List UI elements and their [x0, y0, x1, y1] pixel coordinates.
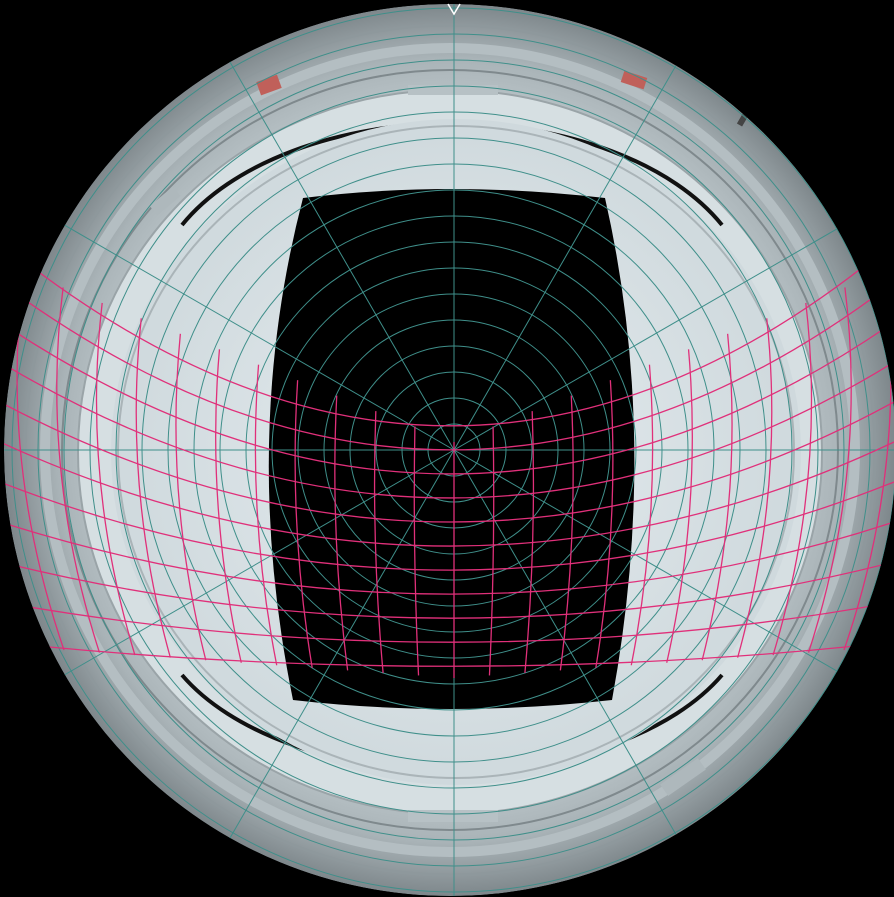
projection-vertical-line — [807, 287, 852, 653]
projection-horizontal-line — [4, 441, 894, 547]
top-triangle-marker — [447, 3, 461, 16]
projection-vertical-line — [595, 380, 614, 668]
projection-horizontal-line — [4, 401, 894, 523]
projection-horizontal-line — [4, 481, 894, 571]
projection-vertical-line — [630, 364, 654, 666]
panel-lower-right — [660, 758, 706, 796]
projection-horizontal-line — [4, 281, 894, 451]
projection-vertical-line — [701, 333, 733, 661]
projection-vertical-line — [488, 426, 495, 676]
projection-vertical-line — [737, 318, 773, 658]
projection-vertical-line — [666, 349, 693, 663]
polar-spoke — [453, 42, 690, 451]
red-marker-right — [620, 70, 648, 90]
inner-rim — [117, 125, 795, 779]
projection-vertical-line — [334, 395, 349, 671]
projection-horizontal-line — [4, 601, 894, 643]
projection-horizontal-line — [4, 361, 894, 499]
red-marker-left — [256, 74, 282, 96]
panel-upper-left — [149, 186, 181, 216]
polar-spoke — [46, 449, 455, 686]
projection-grid — [4, 241, 894, 678]
projection-vertical-line — [95, 302, 136, 656]
panel-top — [408, 85, 498, 95]
projection-vertical-line — [524, 411, 535, 673]
projection-horizontal-line — [4, 321, 894, 475]
projection-vertical-line — [772, 302, 813, 656]
projection-vertical-line — [215, 349, 242, 663]
panel-bottom — [408, 810, 498, 822]
projection-horizontal-line — [4, 561, 894, 619]
projection-horizontal-line — [4, 241, 894, 427]
projection-vertical-line — [254, 364, 278, 666]
projection-vertical-line — [413, 426, 420, 676]
projection-vertical-line — [559, 395, 574, 671]
projection-vertical-line — [373, 411, 384, 673]
projection-horizontal-line — [4, 641, 894, 667]
projection-horizontal-line — [4, 521, 894, 595]
polar-spoke — [46, 214, 455, 451]
polar-spoke — [453, 449, 862, 686]
projection-vertical-line — [175, 333, 207, 661]
projection-vertical-line — [56, 287, 101, 653]
polar-spoke — [453, 214, 862, 451]
projection-vertical-line — [294, 380, 313, 668]
projection-vertical-line — [135, 318, 171, 658]
polar-spoke — [218, 42, 455, 451]
